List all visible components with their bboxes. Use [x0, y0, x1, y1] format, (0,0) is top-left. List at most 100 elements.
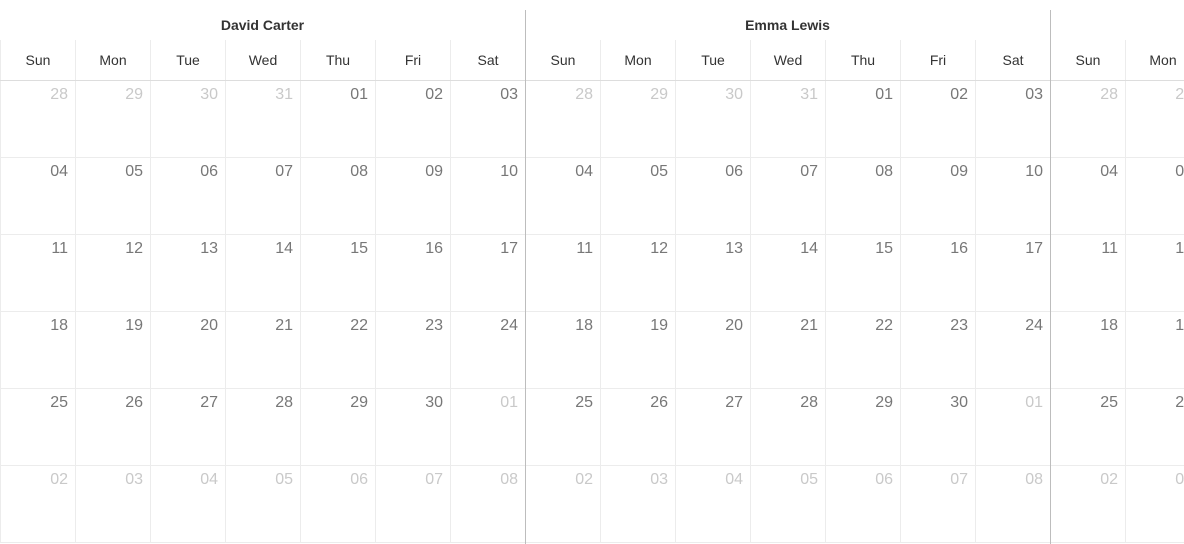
- day-number[interactable]: 17: [1025, 240, 1043, 257]
- day-cell[interactable]: 28: [0, 81, 75, 158]
- day-number[interactable]: 05: [125, 163, 143, 180]
- day-cell[interactable]: 06: [300, 466, 375, 543]
- day-number[interactable]: 18: [50, 317, 68, 334]
- day-cell[interactable]: 11: [0, 235, 75, 312]
- day-cell[interactable]: 25: [0, 389, 75, 466]
- day-cell[interactable]: 24: [975, 312, 1050, 389]
- day-number[interactable]: 22: [875, 317, 893, 334]
- day-cell[interactable]: 30: [675, 81, 750, 158]
- day-cell[interactable]: 15: [300, 235, 375, 312]
- day-number[interactable]: 19: [650, 317, 668, 334]
- day-cell[interactable]: 01: [450, 389, 525, 466]
- day-number[interactable]: 21: [275, 317, 293, 334]
- day-number[interactable]: 02: [50, 471, 68, 488]
- day-cell[interactable]: 06: [825, 466, 900, 543]
- day-number[interactable]: 04: [50, 163, 68, 180]
- day-number[interactable]: 04: [575, 163, 593, 180]
- day-cell[interactable]: 29: [600, 81, 675, 158]
- day-number[interactable]: 15: [875, 240, 893, 257]
- day-number[interactable]: 08: [875, 163, 893, 180]
- day-number[interactable]: 07: [275, 163, 293, 180]
- day-cell[interactable]: 12: [600, 235, 675, 312]
- day-cell[interactable]: 31: [225, 81, 300, 158]
- day-cell[interactable]: 23: [900, 312, 975, 389]
- day-cell[interactable]: 22: [825, 312, 900, 389]
- day-number[interactable]: 28: [800, 394, 818, 411]
- day-cell[interactable]: 13: [675, 235, 750, 312]
- day-number[interactable]: 14: [800, 240, 818, 257]
- day-cell[interactable]: 02: [375, 81, 450, 158]
- day-cell[interactable]: 07: [225, 158, 300, 235]
- day-cell[interactable]: 13: [150, 235, 225, 312]
- day-cell[interactable]: 02: [0, 466, 75, 543]
- day-number[interactable]: 10: [1025, 163, 1043, 180]
- day-cell[interactable]: 16: [900, 235, 975, 312]
- day-number[interactable]: 08: [500, 471, 518, 488]
- day-cell[interactable]: 07: [750, 158, 825, 235]
- day-number[interactable]: 06: [725, 163, 743, 180]
- day-number[interactable]: 03: [125, 471, 143, 488]
- day-number[interactable]: 04: [1100, 163, 1118, 180]
- day-number[interactable]: 31: [275, 86, 293, 103]
- day-number[interactable]: 30: [725, 86, 743, 103]
- day-number[interactable]: 25: [575, 394, 593, 411]
- day-number[interactable]: 26: [125, 394, 143, 411]
- day-number[interactable]: 26: [650, 394, 668, 411]
- day-cell[interactable]: 04: [150, 466, 225, 543]
- day-cell[interactable]: 15: [825, 235, 900, 312]
- day-number[interactable]: 02: [1100, 471, 1118, 488]
- day-number[interactable]: 27: [725, 394, 743, 411]
- day-cell[interactable]: 17: [975, 235, 1050, 312]
- day-cell[interactable]: 09: [900, 158, 975, 235]
- day-number[interactable]: 07: [425, 471, 443, 488]
- day-cell[interactable]: 03: [1125, 466, 1184, 543]
- day-number[interactable]: 23: [950, 317, 968, 334]
- day-cell[interactable]: 01: [975, 389, 1050, 466]
- day-number[interactable]: 12: [1175, 240, 1184, 257]
- day-cell[interactable]: 01: [825, 81, 900, 158]
- day-cell[interactable]: 19: [75, 312, 150, 389]
- day-number[interactable]: 16: [950, 240, 968, 257]
- day-cell[interactable]: 29: [75, 81, 150, 158]
- day-number[interactable]: 15: [350, 240, 368, 257]
- day-number[interactable]: 11: [576, 240, 593, 257]
- day-cell[interactable]: 22: [300, 312, 375, 389]
- day-cell[interactable]: 01: [300, 81, 375, 158]
- day-number[interactable]: 16: [425, 240, 443, 257]
- day-cell[interactable]: 19: [1125, 312, 1184, 389]
- day-number[interactable]: 05: [650, 163, 668, 180]
- day-number[interactable]: 02: [575, 471, 593, 488]
- day-number[interactable]: 05: [800, 471, 818, 488]
- day-number[interactable]: 30: [200, 86, 218, 103]
- day-number[interactable]: 28: [50, 86, 68, 103]
- day-number[interactable]: 11: [1101, 240, 1118, 257]
- day-cell[interactable]: 21: [750, 312, 825, 389]
- day-number[interactable]: 06: [875, 471, 893, 488]
- day-number[interactable]: 07: [950, 471, 968, 488]
- day-cell[interactable]: 07: [900, 466, 975, 543]
- day-cell[interactable]: 04: [675, 466, 750, 543]
- day-cell[interactable]: 17: [450, 235, 525, 312]
- day-number[interactable]: 26: [1175, 394, 1184, 411]
- day-cell[interactable]: 28: [525, 81, 600, 158]
- day-number[interactable]: 19: [1175, 317, 1184, 334]
- day-number[interactable]: 07: [800, 163, 818, 180]
- day-cell[interactable]: 04: [0, 158, 75, 235]
- day-number[interactable]: 30: [950, 394, 968, 411]
- day-cell[interactable]: 05: [1125, 158, 1184, 235]
- day-number[interactable]: 29: [350, 394, 368, 411]
- day-number[interactable]: 29: [650, 86, 668, 103]
- day-number[interactable]: 03: [500, 86, 518, 103]
- day-cell[interactable]: 11: [1050, 235, 1125, 312]
- day-cell[interactable]: 30: [375, 389, 450, 466]
- day-number[interactable]: 12: [125, 240, 143, 257]
- day-cell[interactable]: 27: [675, 389, 750, 466]
- day-number[interactable]: 25: [1100, 394, 1118, 411]
- day-number[interactable]: 01: [500, 394, 518, 411]
- day-number[interactable]: 10: [500, 163, 518, 180]
- day-number[interactable]: 03: [650, 471, 668, 488]
- day-cell[interactable]: 25: [1050, 389, 1125, 466]
- day-number[interactable]: 28: [1100, 86, 1118, 103]
- day-number[interactable]: 05: [275, 471, 293, 488]
- day-cell[interactable]: 27: [150, 389, 225, 466]
